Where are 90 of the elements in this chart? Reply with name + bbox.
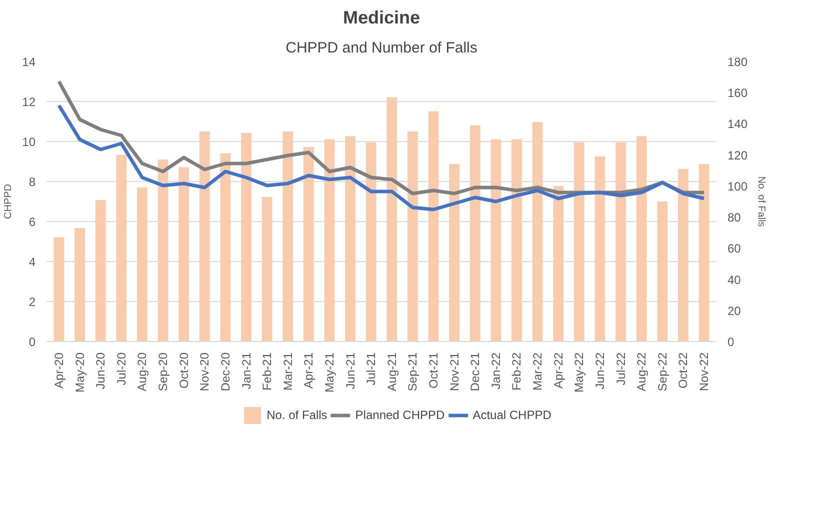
x-tick-label: Jan-21 xyxy=(239,352,254,390)
bar xyxy=(512,139,522,342)
bar xyxy=(366,142,376,342)
bar xyxy=(636,136,647,342)
bar xyxy=(303,147,314,342)
x-tick-label: Jun-21 xyxy=(343,352,358,390)
y2-tick-label: 180 xyxy=(728,55,748,69)
x-tick-label: Jul-20 xyxy=(114,352,128,386)
bar xyxy=(241,133,252,342)
bar xyxy=(262,196,272,342)
x-tick-label: Apr-21 xyxy=(302,352,316,389)
x-tick-label: Jan-22 xyxy=(488,352,503,390)
y2-tick-label: 160 xyxy=(728,86,748,100)
x-tick-label: Sep-21 xyxy=(406,352,420,392)
x-tick-label: Jul-22 xyxy=(614,352,628,386)
chart-title: Medicine xyxy=(342,8,420,28)
y-axis-title: CHPPD xyxy=(3,184,14,219)
x-tick-label: Sep-20 xyxy=(156,352,170,392)
x-tick-label: Mar-22 xyxy=(530,352,545,391)
bar xyxy=(220,153,231,342)
x-tick-label: Nov-21 xyxy=(447,352,462,392)
bar xyxy=(616,142,626,342)
y2-tick-label: 100 xyxy=(728,179,748,194)
x-tick-label: Dec-21 xyxy=(468,352,482,392)
bar xyxy=(428,111,439,342)
bar xyxy=(678,168,688,342)
y2-axis-title: No. of Falls xyxy=(756,176,767,227)
bar xyxy=(158,160,168,342)
legend-label: Planned CHPPD xyxy=(355,408,445,422)
y-tick-label: 0 xyxy=(28,335,36,349)
y-tick-label: 6 xyxy=(28,215,36,229)
x-tick-label: Feb-22 xyxy=(510,352,524,391)
y2-tick-label: 80 xyxy=(728,210,742,225)
x-tick-label: Jun-22 xyxy=(592,352,607,390)
y-tick-label: 14 xyxy=(22,55,36,69)
bar xyxy=(490,139,502,342)
x-tick-label: Dec-20 xyxy=(218,352,232,392)
legend-label: Actual CHPPD xyxy=(472,408,552,422)
x-tick-label: Oct-21 xyxy=(426,352,441,389)
x-tick-label: Apr-20 xyxy=(52,352,66,389)
bar xyxy=(386,97,398,342)
legend-label: No. of Falls xyxy=(266,408,328,422)
y2-tick-label: 140 xyxy=(728,117,748,132)
bar xyxy=(282,132,294,342)
bar xyxy=(95,200,106,342)
bar xyxy=(54,237,64,342)
bar xyxy=(553,186,564,342)
bar xyxy=(324,139,335,342)
y2-tick-label: 120 xyxy=(728,148,748,162)
bar xyxy=(532,122,543,342)
x-tick-label: May-22 xyxy=(572,352,586,393)
x-tick-label: Nov-22 xyxy=(697,352,712,392)
bar xyxy=(116,154,127,342)
y2-tick-label: 0 xyxy=(728,335,734,349)
y-tick-label: 10 xyxy=(22,135,36,149)
x-tick-label: Jun-20 xyxy=(94,352,108,390)
line-series xyxy=(57,104,706,212)
bar xyxy=(137,188,148,342)
x-tick-label: Aug-21 xyxy=(384,352,399,392)
bar xyxy=(574,142,584,342)
x-tick-label: Aug-22 xyxy=(634,352,649,392)
bar xyxy=(345,136,356,342)
y-tick-label: 12 xyxy=(22,95,36,109)
x-tick-label: May-20 xyxy=(72,352,87,393)
y2-tick-label: 20 xyxy=(728,304,742,318)
chart-subtitle: CHPPD and Number of Falls xyxy=(286,40,478,56)
x-tick-label: Nov-20 xyxy=(198,352,212,392)
x-tick-label: Oct-22 xyxy=(676,352,690,389)
y-tick-label: 2 xyxy=(28,295,36,309)
bar xyxy=(657,202,668,342)
x-tick-label: Apr-22 xyxy=(551,352,566,389)
x-tick-label: Aug-20 xyxy=(135,352,150,392)
bar xyxy=(470,125,480,342)
bar xyxy=(449,164,460,342)
x-tick-label: May-21 xyxy=(322,352,336,393)
bar xyxy=(199,132,210,342)
bar xyxy=(74,228,85,342)
bar xyxy=(698,164,710,342)
x-tick-label: Jul-21 xyxy=(364,352,378,386)
x-tick-label: Mar-21 xyxy=(280,352,295,391)
y2-tick-label: 60 xyxy=(728,242,742,256)
y2-tick-label: 40 xyxy=(728,272,742,287)
x-tick-label: Sep-22 xyxy=(655,352,670,392)
y-tick-label: 4 xyxy=(28,255,36,269)
x-tick-label: Oct-20 xyxy=(176,352,191,389)
bar xyxy=(408,132,418,342)
bar xyxy=(594,156,606,342)
y-tick-label: 8 xyxy=(28,175,36,189)
x-tick-label: Feb-21 xyxy=(260,352,274,391)
bar xyxy=(178,167,190,342)
